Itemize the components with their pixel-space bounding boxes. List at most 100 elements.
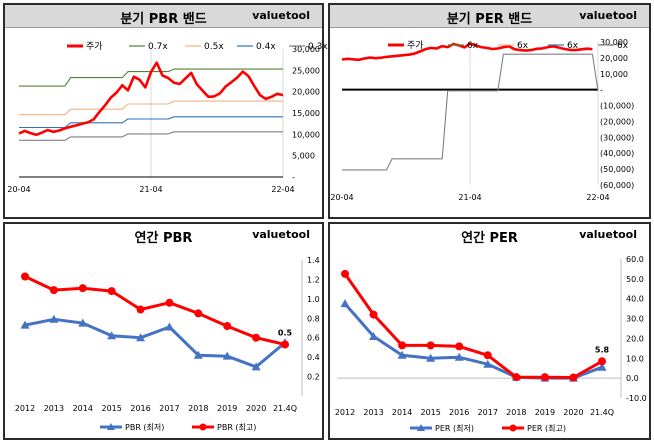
x-tick-label: 20-04 bbox=[330, 193, 353, 202]
series-line-band bbox=[19, 116, 283, 129]
data-point bbox=[426, 341, 435, 350]
data-point bbox=[281, 340, 289, 349]
x-tick-label: 2019 bbox=[217, 404, 237, 413]
x-tick-label: 2015 bbox=[420, 408, 440, 417]
chart-quarter-per-band: 20-04 21-04 22-04 30,000 20,000 10,000 - (10,00… bbox=[330, 38, 634, 202]
y-tick-label: 25,000 bbox=[292, 66, 320, 75]
panel-annual-pbr: 연간 PBR valuetool 0.2 0.4 0.6 0.8 1.0 1.2 1.4 20… bbox=[3, 222, 324, 440]
data-point bbox=[164, 322, 174, 331]
x-tick-label: 2012 bbox=[335, 408, 355, 417]
y-tick-label: - bbox=[600, 86, 603, 95]
data-point bbox=[136, 305, 145, 314]
x-tick-label: 21-04 bbox=[139, 185, 162, 194]
x-tick-label: 2016 bbox=[130, 404, 150, 413]
y-tick-label: 20,000 bbox=[292, 88, 320, 97]
y-tick-label: 10.0 bbox=[626, 354, 644, 363]
panel-title: 분기 PBR 밴드 bbox=[120, 12, 207, 27]
data-point bbox=[340, 299, 350, 308]
y-tick-label: 40.0 bbox=[626, 295, 644, 304]
x-tick-label: 2019 bbox=[535, 408, 555, 417]
y-tick-label: 30,000 bbox=[292, 45, 320, 54]
y-tick-label: 1.2 bbox=[307, 275, 320, 284]
legend-marker bbox=[199, 423, 207, 431]
panel-quarter-pbr: 분기 PBR 밴드 valuetool 20-04 21-04 22-04 - 5,00… bbox=[3, 3, 328, 219]
chart-annual-per: -10.0 0.0 10.0 20.0 30.0 40.0 50.0 60.0 2012 2013… bbox=[335, 255, 647, 433]
series-line-price bbox=[18, 61, 284, 137]
legend-label: 0.3x bbox=[308, 42, 328, 52]
legend-label: PBR (최저) bbox=[125, 422, 164, 432]
data-point bbox=[165, 298, 174, 307]
panel-header: 분기 PER 밴드 valuetool bbox=[330, 5, 649, 28]
data-point bbox=[426, 353, 436, 362]
y-tick-label: 0.4 bbox=[307, 353, 320, 362]
chart-annual-pbr: 0.2 0.4 0.6 0.8 1.0 1.2 1.4 2012 2013 2014 2015 201… bbox=[15, 256, 320, 432]
data-point bbox=[598, 357, 606, 366]
x-tick-label: 2014 bbox=[392, 408, 412, 417]
y-tick-label: 30,000 bbox=[600, 38, 628, 47]
y-tick-label: - bbox=[292, 173, 295, 182]
series-line-band bbox=[19, 100, 283, 116]
x-tick-label: 2020 bbox=[246, 404, 266, 413]
chart-quarter-pbr-band: 20-04 21-04 22-04 - 5,000 10,000 15,000 20,000 2… bbox=[7, 41, 328, 194]
data-point bbox=[20, 320, 30, 329]
data-point bbox=[107, 331, 117, 340]
data-point bbox=[455, 342, 464, 351]
x-tick-label: 20-04 bbox=[7, 185, 30, 194]
y-tick-label: (50,000) bbox=[600, 165, 634, 174]
data-point bbox=[107, 287, 116, 296]
series-line-band bbox=[19, 131, 283, 141]
x-tick-label: 2018 bbox=[188, 404, 208, 413]
y-tick-label: 50.0 bbox=[626, 275, 644, 284]
panel-title: 연간 PER bbox=[461, 231, 518, 246]
data-point bbox=[252, 333, 261, 342]
brand-label: valuetool bbox=[252, 9, 310, 22]
x-tick-label: 21.4Q bbox=[590, 408, 614, 417]
data-point bbox=[49, 286, 58, 295]
y-tick-label: 20.0 bbox=[626, 334, 644, 343]
y-tick-label: 0.0 bbox=[626, 374, 639, 383]
legend-label: 주가 bbox=[407, 40, 424, 51]
data-point bbox=[483, 351, 492, 360]
x-tick-label: 2014 bbox=[73, 404, 93, 413]
x-tick-label: 2017 bbox=[478, 408, 498, 417]
y-tick-label: (40,000) bbox=[600, 149, 634, 158]
data-point bbox=[454, 352, 464, 361]
legend-label: 6x bbox=[617, 41, 629, 51]
x-tick-label: 2013 bbox=[363, 408, 383, 417]
legend-label: 0.7x bbox=[148, 42, 168, 52]
data-label: 5.8 bbox=[595, 345, 610, 354]
data-point bbox=[512, 373, 521, 382]
legend-label: 6x bbox=[567, 41, 579, 51]
x-tick-label: 2017 bbox=[159, 404, 179, 413]
x-tick-label: 2015 bbox=[101, 404, 121, 413]
data-point bbox=[194, 309, 203, 318]
panel-header: 분기 PBR 밴드 valuetool bbox=[5, 5, 322, 28]
data-point bbox=[49, 314, 59, 323]
data-point bbox=[540, 373, 549, 382]
series-line bbox=[343, 273, 603, 379]
series-line bbox=[343, 302, 603, 380]
series-line bbox=[24, 275, 286, 346]
data-point bbox=[193, 350, 203, 359]
data-label: 0.5 bbox=[278, 329, 293, 338]
x-tick-label: 2016 bbox=[449, 408, 469, 417]
legend-label: 주가 bbox=[86, 41, 103, 52]
y-tick-label: 30.0 bbox=[626, 315, 644, 324]
legend-label: PER (최고) bbox=[527, 423, 566, 433]
series-line bbox=[24, 317, 286, 369]
panel-annual-per: 연간 PER valuetool -10.0 0.0 10.0 20.0 30.0 40.… bbox=[328, 222, 651, 440]
data-point bbox=[569, 373, 578, 382]
data-point bbox=[78, 284, 87, 293]
data-point bbox=[341, 269, 349, 278]
brand-label: valuetool bbox=[252, 228, 310, 241]
y-tick-label: -10.0 bbox=[626, 394, 647, 403]
y-tick-label: 0.2 bbox=[307, 373, 320, 382]
panel-header: 연간 PER valuetool bbox=[330, 224, 649, 246]
x-tick-label: 21.4Q bbox=[273, 404, 297, 413]
y-tick-label: 20,000 bbox=[600, 54, 628, 63]
legend-label: 0.4x bbox=[256, 42, 276, 52]
y-tick-label: (60,000) bbox=[600, 181, 634, 190]
series-line-price bbox=[341, 42, 593, 62]
x-tick-label: 21-04 bbox=[458, 193, 481, 202]
data-point bbox=[369, 310, 378, 319]
